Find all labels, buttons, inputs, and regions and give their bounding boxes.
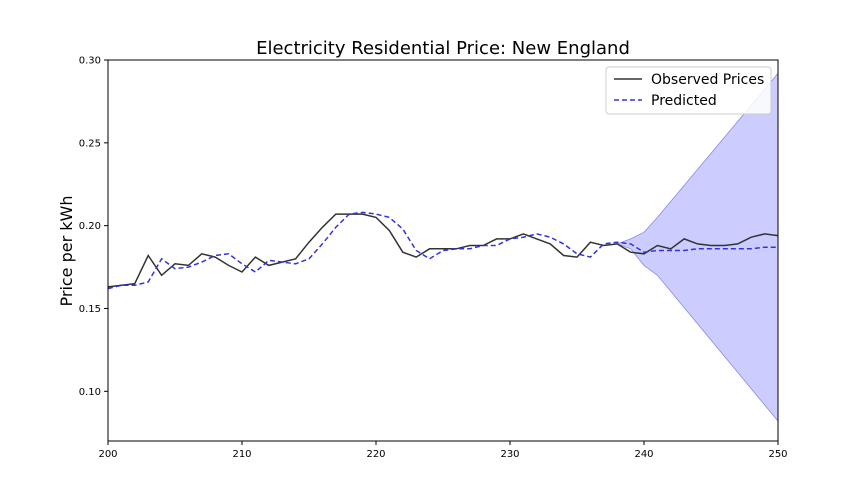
y-tick-label: 0.25 <box>79 138 101 149</box>
y-tick-label: 0.15 <box>79 304 101 315</box>
y-axis-label: Price per kWh <box>57 195 76 306</box>
x-tick-label: 240 <box>634 449 653 460</box>
legend-box <box>605 66 772 115</box>
x-tick-label: 220 <box>366 449 385 460</box>
x-axis: 200 210 220 230 240 250 <box>98 441 788 460</box>
confidence-band-layer <box>616 72 779 423</box>
y-tick-label: 0.10 <box>79 387 101 398</box>
x-tick-label: 210 <box>232 449 251 460</box>
x-tick-label: 230 <box>500 449 519 460</box>
plot-area-frame <box>107 59 779 442</box>
legend: Observed Prices Predicted <box>605 66 772 115</box>
series-layer <box>107 211 779 290</box>
confidence-band <box>616 72 779 423</box>
chart-title: Electricity Residential Price: New Engla… <box>256 38 630 59</box>
x-tick-label: 250 <box>768 449 787 460</box>
series-line-predicted <box>107 211 778 290</box>
y-tick-label: 0.30 <box>79 56 101 67</box>
x-tick-label: 200 <box>98 449 117 460</box>
legend-label-observed: Observed Prices <box>651 72 764 88</box>
y-tick-label: 0.20 <box>79 221 101 232</box>
series-line-observed <box>107 213 779 288</box>
y-axis: 0.10 0.15 0.20 0.25 0.30 <box>79 56 108 398</box>
legend-label-predicted: Predicted <box>651 93 717 109</box>
